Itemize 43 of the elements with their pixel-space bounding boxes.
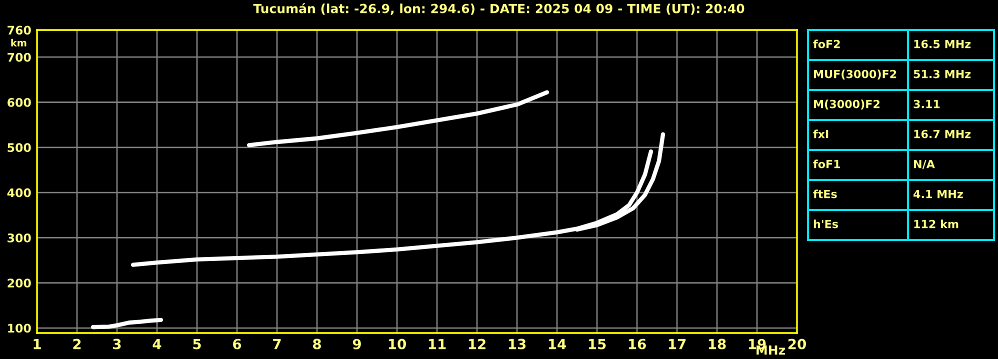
- y-tick-label: 600: [8, 98, 31, 107]
- text: MUF(3000)F2: [814, 70, 896, 80]
- x-tick-label: 6: [233, 338, 242, 350]
- y-tick-label: 300: [8, 233, 31, 242]
- x-tick-label: 14: [548, 338, 566, 350]
- x-tick-label: 8: [313, 338, 321, 350]
- y-tick-label: 100: [8, 324, 31, 333]
- text: 3.11: [914, 100, 940, 108]
- y-tick-label: 200: [8, 278, 31, 288]
- y-axis-title: km: [11, 38, 26, 46]
- x-tick-label: 15: [588, 338, 606, 350]
- text: 16.7 MHz: [914, 130, 971, 138]
- text: 112 km: [914, 220, 958, 228]
- x-tick-label: 12: [468, 338, 486, 350]
- text: M(3000)F2: [814, 100, 880, 110]
- x-tick-label: 20: [788, 338, 806, 350]
- text: foF2: [813, 40, 840, 48]
- chart-title: Tucumán (lat: -26.9, lon: 294.6) - DATE: 2025 04 09 - TIME (UT): 20:40: [253, 3, 744, 15]
- x-tick-label: 11: [428, 338, 446, 350]
- x-tick-label: 2: [73, 338, 81, 350]
- text: ftEs: [813, 190, 837, 198]
- y-tick-label: 400: [7, 188, 31, 198]
- y-tick-label: 760: [8, 26, 31, 35]
- x-tick-label: 13: [508, 338, 526, 350]
- text: h'Es: [814, 220, 838, 228]
- x-tick-label: 4: [152, 338, 162, 350]
- text: N/A: [914, 160, 935, 170]
- y-tick-label: 700: [8, 52, 31, 62]
- x-tick-label: 1: [34, 338, 41, 350]
- x-tick-label: 9: [352, 338, 361, 350]
- x-tick-label: 17: [668, 338, 686, 350]
- text: fxI: [813, 130, 828, 138]
- text: foF1: [813, 160, 840, 168]
- x-tick-label: 16: [628, 338, 646, 350]
- x-tick-label: 5: [193, 338, 201, 350]
- y-tick-label: 500: [8, 143, 31, 152]
- x-tick-label: 3: [113, 338, 121, 350]
- text: 16.5 MHz: [914, 40, 971, 48]
- x-tick-label: 7: [273, 338, 281, 350]
- text: 4.1 MHz: [914, 190, 963, 198]
- x-tick-label: 10: [388, 338, 406, 350]
- text: 51.3 MHz: [914, 70, 971, 78]
- x-tick-label: 18: [708, 338, 726, 350]
